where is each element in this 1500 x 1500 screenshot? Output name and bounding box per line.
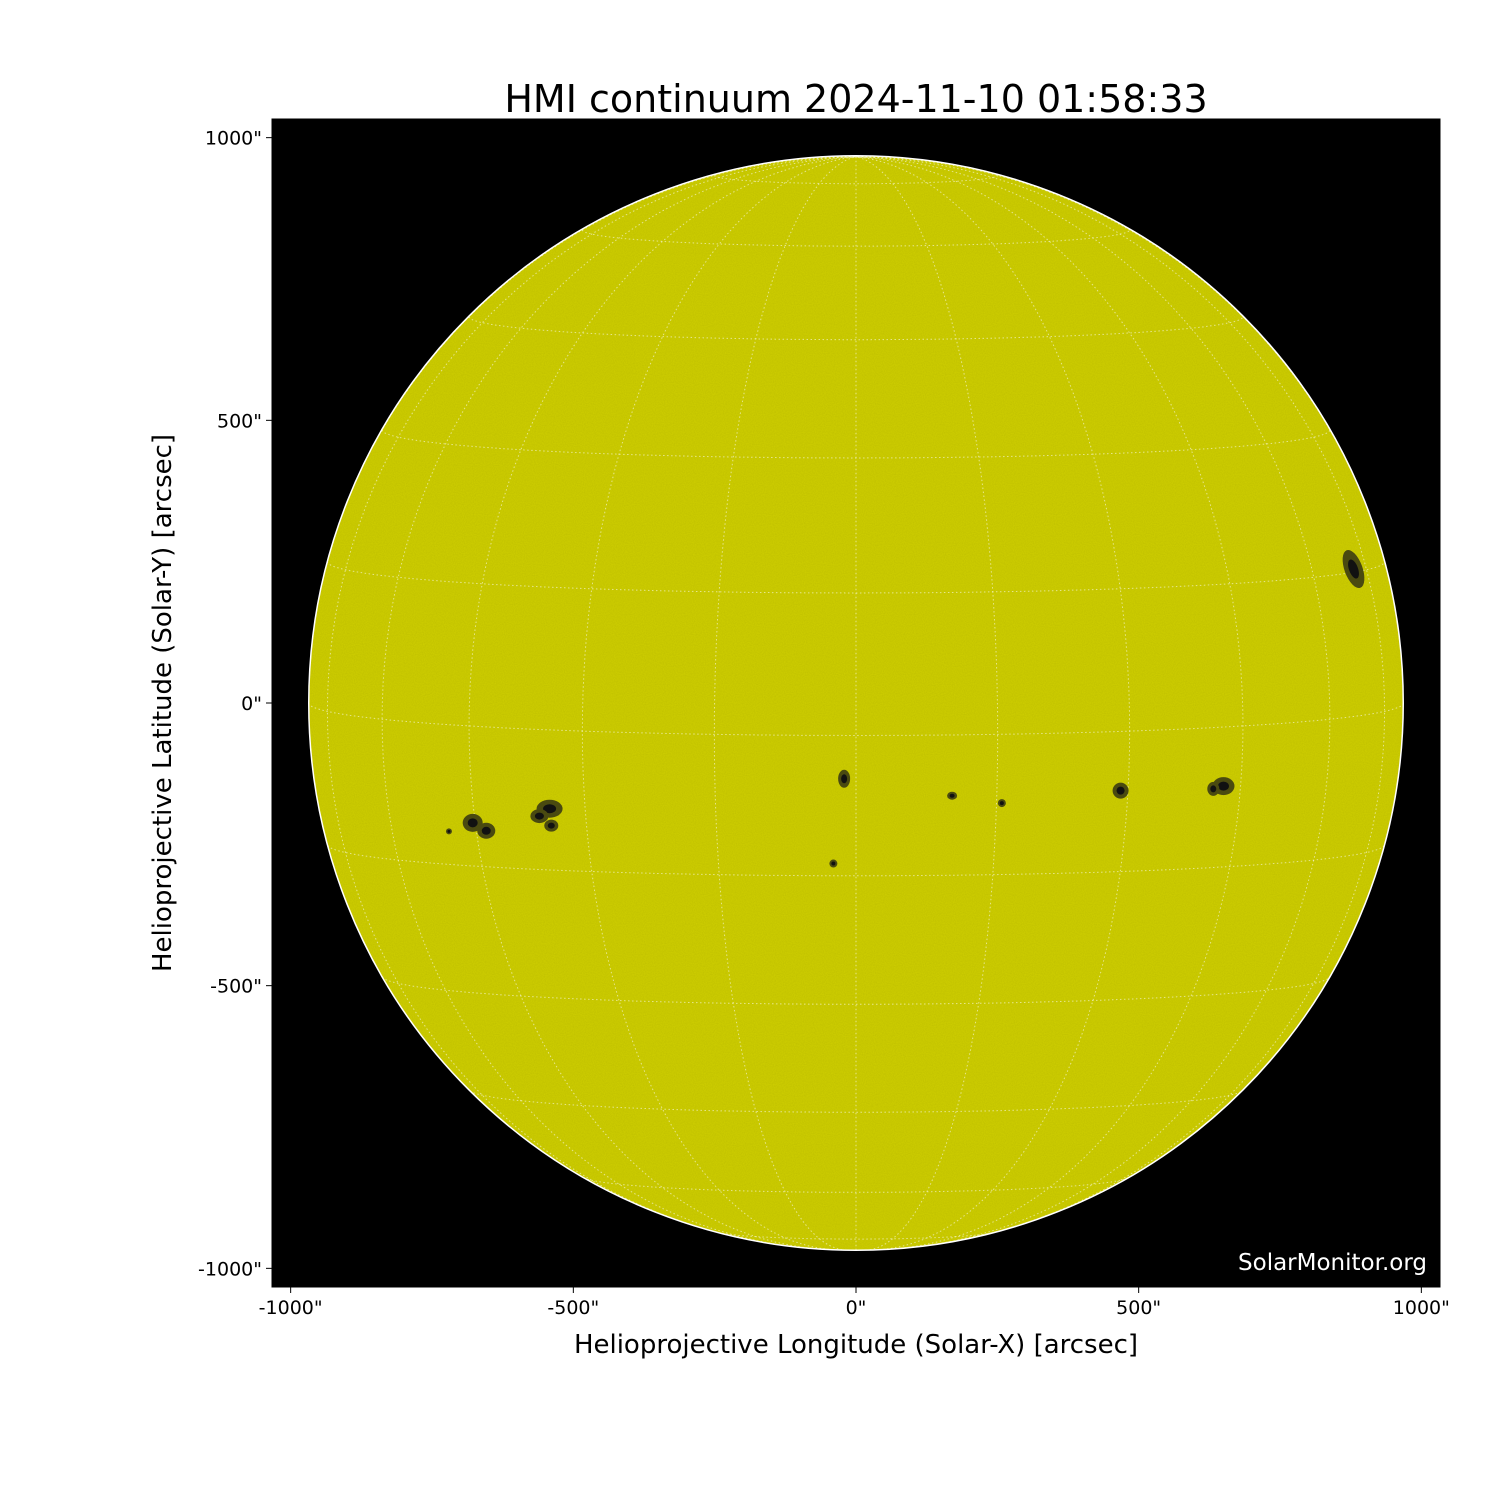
y-tick-label: -500" xyxy=(210,976,262,998)
grid-latitude-line xyxy=(468,316,1244,341)
y-tick-label: -1000" xyxy=(198,1258,262,1280)
heliographic-grid xyxy=(308,156,1404,1251)
y-axis-label: Helioprojective Latitude (Solar-Y) [arcs… xyxy=(148,434,178,972)
sunspots xyxy=(445,549,1365,868)
sunspot-umbra xyxy=(841,774,848,784)
plot-area xyxy=(271,118,1441,1288)
grid-longitude-line xyxy=(855,156,1244,1250)
sunspot-umbra xyxy=(1348,559,1359,579)
sunspot-umbra xyxy=(1217,781,1229,791)
grid-longitude-line xyxy=(468,156,857,1250)
y-tick-label: 0" xyxy=(241,693,262,715)
grid-latitude-line xyxy=(382,976,1330,1005)
x-axis-label: Helioprojective Longitude (Solar-X) [arc… xyxy=(574,1330,1138,1360)
sunspot-umbra xyxy=(543,804,557,814)
watermark: SolarMonitor.org xyxy=(1238,1250,1427,1276)
chart-title: HMI continuum 2024-11-10 01:58:33 xyxy=(504,77,1207,121)
grid-latitude-line xyxy=(308,702,1404,737)
y-tick-label: 500" xyxy=(217,410,262,432)
grid-longitude-line xyxy=(713,156,857,1251)
grid-longitude-line xyxy=(855,156,999,1251)
sunspot-umbra xyxy=(949,793,955,798)
y-tick-label: 1000" xyxy=(205,128,262,150)
x-tick-label: 500" xyxy=(1116,1297,1161,1319)
x-tick-label: -1000" xyxy=(259,1297,323,1319)
x-axis: -1000" -500" 0" 500" 1000" xyxy=(259,1287,1450,1319)
sunspot-umbra xyxy=(481,826,491,835)
sunspot-umbra xyxy=(1210,785,1217,793)
x-tick-label: 0" xyxy=(846,1297,867,1319)
sunspot-umbra xyxy=(1116,786,1125,795)
grid-latitude-line xyxy=(718,1232,994,1240)
sunspot-umbra xyxy=(467,818,478,828)
sunspot-umbra xyxy=(831,861,836,866)
grid-longitude-line xyxy=(855,156,1404,704)
grid-longitude-line xyxy=(381,156,857,1247)
y-axis: 1000" 500" 0" -500" -1000" xyxy=(198,128,272,1280)
x-tick-label: 1000" xyxy=(1393,1297,1450,1319)
grid-latitude-line xyxy=(583,1177,1129,1193)
granulation-texture xyxy=(308,155,1404,1251)
sunspot-umbra xyxy=(547,822,555,829)
x-tick-label: -500" xyxy=(547,1297,599,1319)
grid-longitude-line xyxy=(855,156,1331,1247)
sunspot-umbra xyxy=(999,801,1004,806)
sunspot-umbra xyxy=(447,829,451,833)
sunspot-umbra xyxy=(534,812,544,820)
grid-longitude-line xyxy=(308,156,857,704)
